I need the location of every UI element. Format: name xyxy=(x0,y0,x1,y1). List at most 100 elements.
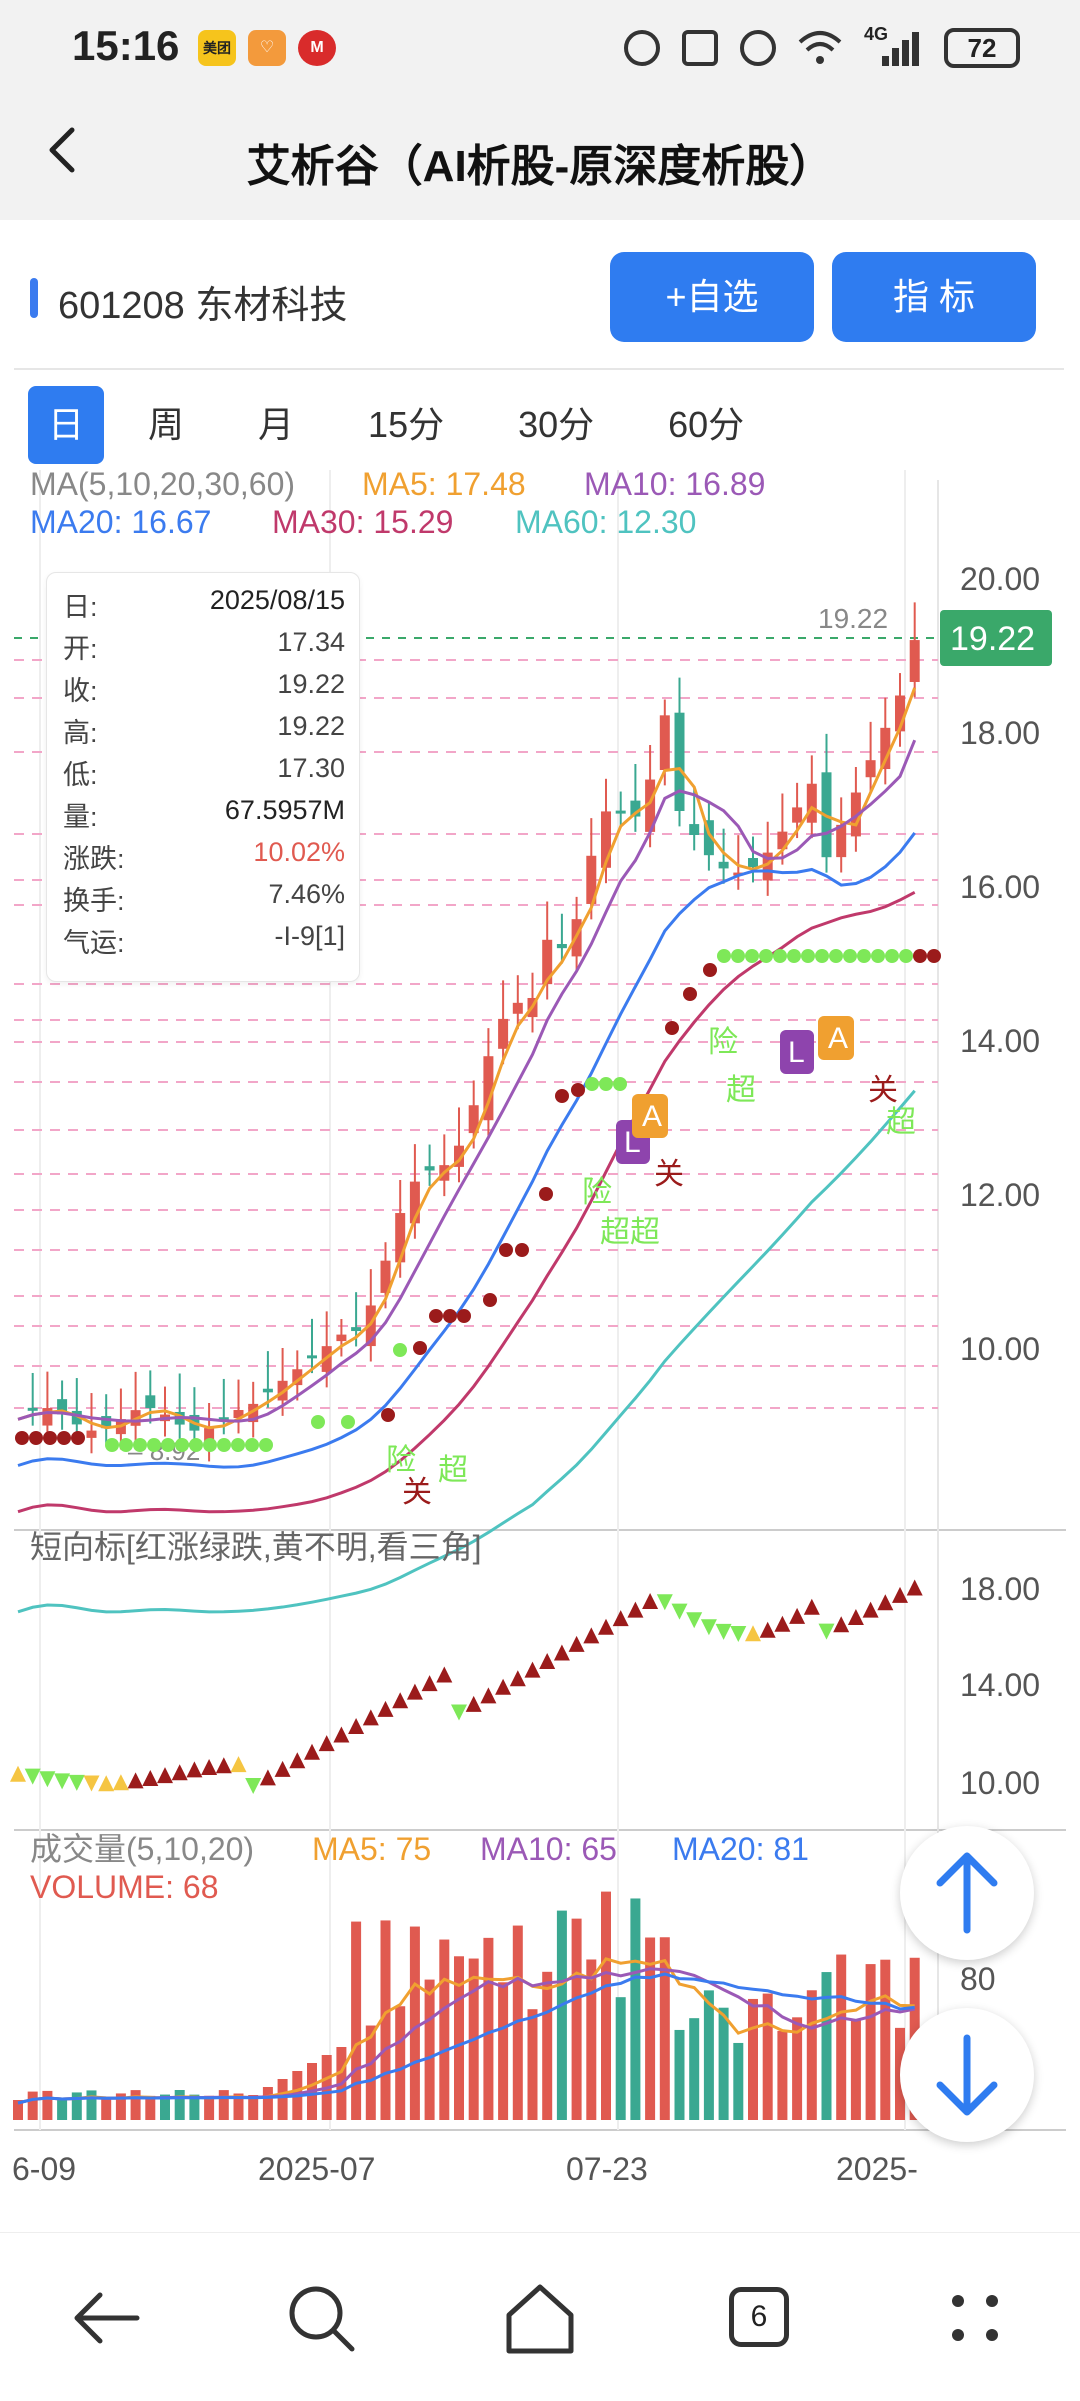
volume-bar xyxy=(439,1939,450,2120)
trend-triangle xyxy=(553,1644,570,1661)
trend-triangle xyxy=(686,1612,703,1629)
scroll-down-button[interactable] xyxy=(900,2008,1034,2142)
volume-bar xyxy=(527,2009,538,2120)
signal-label: 险 xyxy=(582,1176,612,1209)
trend-triangle xyxy=(348,1717,365,1734)
volume-bar xyxy=(57,2098,68,2120)
signal-label: A xyxy=(642,1100,662,1133)
volume-bar xyxy=(718,2007,729,2120)
signal-dot xyxy=(871,949,885,963)
trend-triangle xyxy=(892,1586,908,1603)
volume-bar xyxy=(556,1910,567,2120)
tab-60min[interactable]: 60分 xyxy=(668,404,745,445)
volume-bar xyxy=(351,1921,362,2120)
volume-bar xyxy=(850,2019,861,2120)
info-key: 涨跌: xyxy=(63,844,125,874)
ma30-value: MA30: 15.29 xyxy=(272,504,453,540)
tab-30min[interactable]: 30分 xyxy=(518,404,595,445)
candle-body xyxy=(865,760,876,778)
volume-bar xyxy=(880,1959,891,2120)
trend-triangle xyxy=(847,1608,864,1625)
candle-body xyxy=(86,1430,97,1438)
trend-triangle xyxy=(406,1683,423,1700)
menu-dots-icon[interactable] xyxy=(930,2273,1020,2363)
trend-triangle xyxy=(568,1635,585,1652)
indicator-button[interactable]: 指 标 xyxy=(832,252,1036,342)
signal-label: 关 xyxy=(402,1476,432,1509)
trend-triangle xyxy=(671,1603,688,1620)
search-icon[interactable] xyxy=(276,2273,366,2363)
ma-line xyxy=(17,1089,916,1614)
candle-body xyxy=(380,1260,391,1293)
candle-body xyxy=(218,1417,229,1421)
volume-bar xyxy=(733,2042,744,2120)
signal-dot xyxy=(599,1077,613,1091)
signal-dot xyxy=(665,1021,679,1035)
trend-triangle xyxy=(274,1760,291,1777)
home-icon[interactable] xyxy=(495,2273,585,2363)
vol-y-tick: 80 xyxy=(960,1961,996,1997)
y-tick: 18.00 xyxy=(960,715,1040,751)
chevron-left-icon[interactable] xyxy=(36,120,96,180)
volume-bar xyxy=(674,2029,685,2120)
signal-dot xyxy=(259,1438,273,1452)
high-price-label: 19.22 xyxy=(818,603,888,634)
trend-triangle xyxy=(421,1675,438,1692)
candle-body xyxy=(42,1408,53,1426)
back-arrow-icon[interactable] xyxy=(62,2273,152,2363)
tabs-count-icon[interactable]: 6 xyxy=(715,2273,805,2363)
y-tick: 12.00 xyxy=(960,1177,1040,1213)
volume-bar xyxy=(248,2095,259,2120)
trend-triangle xyxy=(304,1743,320,1760)
candle-body xyxy=(233,1410,244,1419)
volume-bar xyxy=(409,1926,420,2120)
volume-bar xyxy=(571,1918,582,2120)
candle-body xyxy=(806,783,817,823)
candle-body xyxy=(395,1213,406,1263)
current-price-tag-bg xyxy=(940,610,1052,666)
scroll-up-button[interactable] xyxy=(900,1826,1034,1960)
x-tick: 2025-07 xyxy=(258,2151,375,2187)
volume-bar xyxy=(601,1891,611,2120)
trend-triangle xyxy=(745,1625,761,1642)
candle-body xyxy=(718,861,729,869)
y-tick: 16.00 xyxy=(960,869,1040,905)
signal-dot xyxy=(585,1077,599,1091)
trend-triangle xyxy=(789,1607,806,1624)
volume-bar xyxy=(277,2079,288,2120)
add-watchlist-button[interactable]: +自选 xyxy=(610,252,814,342)
trend-triangle xyxy=(215,1757,232,1774)
signal-dot xyxy=(899,949,913,963)
volume-bar xyxy=(101,2097,112,2120)
headphones-icon xyxy=(624,30,660,66)
signal-dot xyxy=(885,949,899,963)
candle-body xyxy=(659,715,670,771)
trend-triangle xyxy=(480,1687,497,1704)
kline-chart[interactable]: MA(5,10,20,30,60) MA5: 17.48 MA10: 16.89… xyxy=(0,470,1080,2210)
tab-day[interactable]: 日 xyxy=(28,386,105,464)
current-price-tag: 19.22 xyxy=(950,620,1035,658)
signal-dot xyxy=(341,1415,355,1429)
volume-bar xyxy=(424,1979,435,2120)
tab-15min[interactable]: 15分 xyxy=(368,404,445,445)
trend-triangle xyxy=(583,1627,600,1644)
volume-bar xyxy=(160,2094,170,2120)
candle-body xyxy=(468,1105,479,1134)
signal-label: 超 xyxy=(726,1074,756,1107)
trend-triangle xyxy=(245,1778,262,1794)
signal-dot xyxy=(57,1431,71,1445)
signal-dot xyxy=(787,949,801,963)
page-title: 艾析谷（AI析股-原深度析股） xyxy=(246,142,834,191)
short-y-tick: 18.00 xyxy=(960,1571,1040,1607)
signal-dot xyxy=(15,1431,29,1445)
candle-body xyxy=(145,1395,156,1409)
candle-body xyxy=(512,1002,523,1014)
trend-triangle xyxy=(862,1601,879,1618)
signal-dot xyxy=(913,949,927,963)
tab-month[interactable]: 月 xyxy=(258,404,295,445)
volume-bar xyxy=(806,1990,817,2120)
signal-dot xyxy=(413,1341,427,1355)
A-marker-bg xyxy=(818,1016,854,1060)
tab-week[interactable]: 周 xyxy=(148,404,185,445)
signal-dot xyxy=(311,1415,325,1429)
